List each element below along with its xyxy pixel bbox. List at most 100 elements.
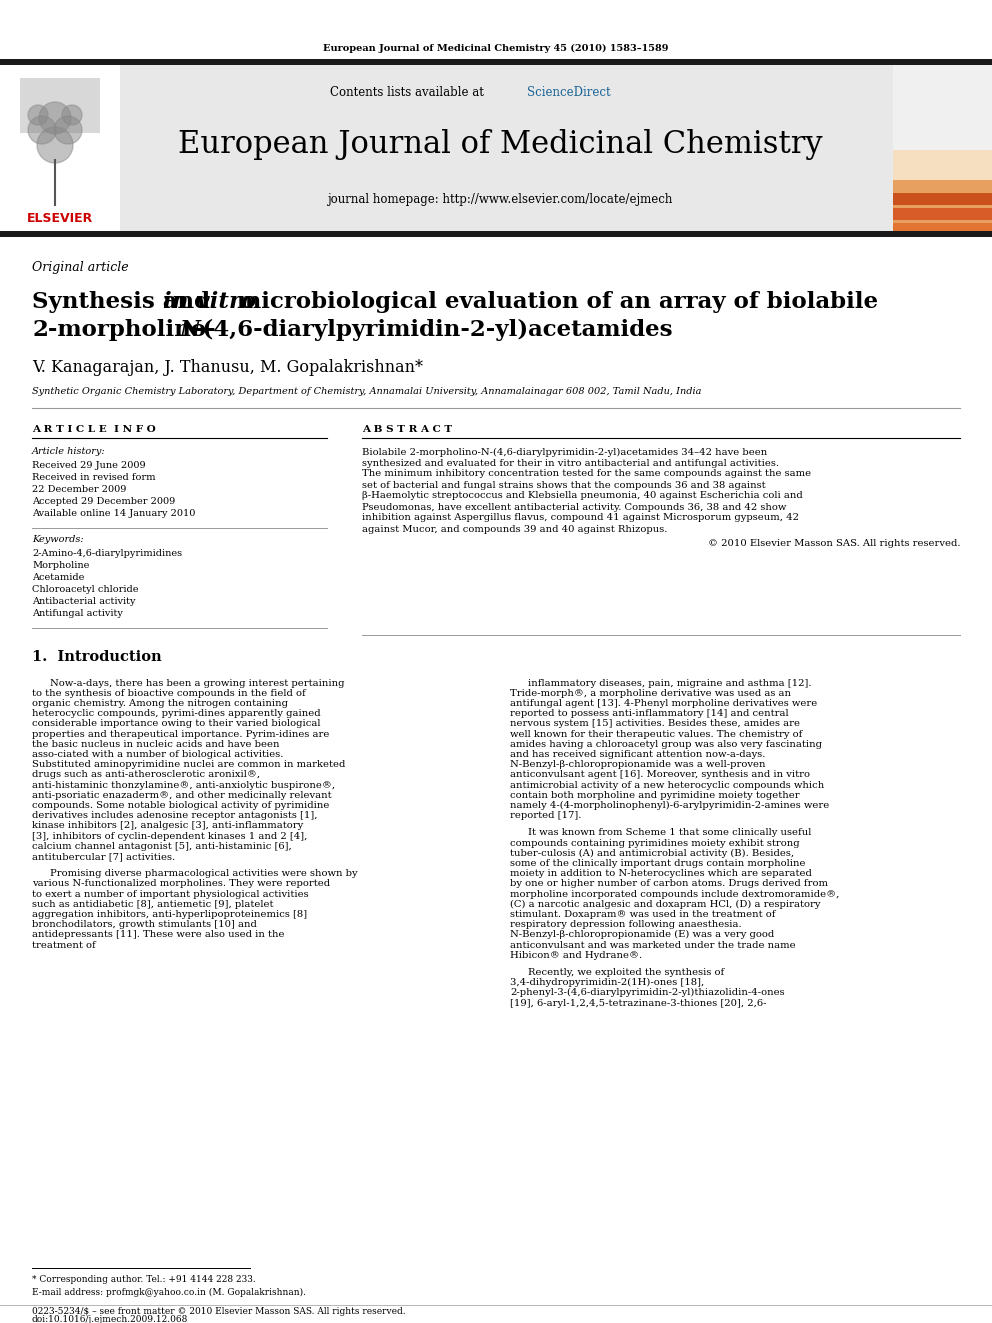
Bar [0,65,120,235]
Text: [19], 6-aryl-1,2,4,5-tetrazinane-3-thiones [20], 2,6-: [19], 6-aryl-1,2,4,5-tetrazinane-3-thion… [510,999,767,1008]
Text: E-mail address: profmgk@yahoo.co.in (M. Gopalakrishnan).: E-mail address: profmgk@yahoo.co.in (M. … [32,1287,306,1297]
Bar [893,208,992,220]
Text: Available online 14 January 2010: Available online 14 January 2010 [32,509,195,519]
Text: Received in revised form: Received in revised form [32,474,156,483]
Text: N-Benzyl-β-chloropropionamide was a well-proven: N-Benzyl-β-chloropropionamide was a well… [510,761,766,769]
Text: inflammatory diseases, pain, migraine and asthma [12].: inflammatory diseases, pain, migraine an… [528,679,811,688]
Text: antitubercular [7] activities.: antitubercular [7] activities. [32,852,176,861]
Text: © 2010 Elsevier Masson SAS. All rights reserved.: © 2010 Elsevier Masson SAS. All rights r… [707,540,960,549]
Text: European Journal of Medicinal Chemistry 45 (2010) 1583–1589: European Journal of Medicinal Chemistry … [323,44,669,53]
Text: 2-phenyl-3-(4,6-diarylpyrimidin-2-yl)thiazolidin-4-ones: 2-phenyl-3-(4,6-diarylpyrimidin-2-yl)thi… [510,988,785,998]
Text: anticonvulsant and was marketed under the trade name: anticonvulsant and was marketed under th… [510,941,796,950]
Text: Hibicon® and Hydrane®.: Hibicon® and Hydrane®. [510,951,642,959]
Circle shape [54,116,82,144]
Text: * Corresponding author. Tel.: +91 4144 228 233.: * Corresponding author. Tel.: +91 4144 2… [32,1275,256,1285]
Text: Now-a-days, there has been a growing interest pertaining: Now-a-days, there has been a growing int… [50,679,344,688]
Text: Received 29 June 2009: Received 29 June 2009 [32,462,146,471]
Text: reported to possess anti-inflammatory [14] and central: reported to possess anti-inflammatory [1… [510,709,789,718]
Bar [893,65,992,149]
Text: The minimum inhibitory concentration tested for the same compounds against the s: The minimum inhibitory concentration tes… [362,470,811,479]
Text: N-Benzyl-β-chloropropionamide (E) was a very good: N-Benzyl-β-chloropropionamide (E) was a … [510,930,774,939]
Text: anticonvulsant agent [16]. Moreover, synthesis and in vitro: anticonvulsant agent [16]. Moreover, syn… [510,770,810,779]
Text: 22 December 2009: 22 December 2009 [32,486,126,495]
Text: 2-morpholino-: 2-morpholino- [32,319,215,341]
Text: drugs such as anti-atherosclerotic aronixil®,: drugs such as anti-atherosclerotic aroni… [32,770,260,779]
Bar [893,224,992,235]
Text: Synthetic Organic Chemistry Laboratory, Department of Chemistry, Annamalai Unive: Synthetic Organic Chemistry Laboratory, … [32,388,701,397]
Text: antimicrobial activity of a new heterocyclic compounds which: antimicrobial activity of a new heterocy… [510,781,824,790]
Text: Substituted aminopyrimidine nuclei are common in marketed: Substituted aminopyrimidine nuclei are c… [32,761,345,769]
Text: A R T I C L E  I N F O: A R T I C L E I N F O [32,426,156,434]
Text: Pseudomonas, have excellent antibacterial activity. Compounds 36, 38 and 42 show: Pseudomonas, have excellent antibacteria… [362,503,787,512]
Text: set of bacterial and fungal strains shows that the compounds 36 and 38 against: set of bacterial and fungal strains show… [362,480,766,490]
Text: inhibition against Aspergillus flavus, compound 41 against Microsporum gypseum, : inhibition against Aspergillus flavus, c… [362,513,799,523]
Text: compounds containing pyrimidines moiety exhibit strong: compounds containing pyrimidines moiety … [510,839,800,848]
Text: considerable importance owing to their varied biological: considerable importance owing to their v… [32,720,320,728]
Text: anti-psoriatic enazaderm®, and other medicinally relevant: anti-psoriatic enazaderm®, and other med… [32,791,331,799]
Text: against Mucor, and compounds 39 and 40 against Rhizopus.: against Mucor, and compounds 39 and 40 a… [362,524,668,533]
Text: tuber-culosis (A) and antimicrobial activity (B). Besides,: tuber-culosis (A) and antimicrobial acti… [510,848,795,857]
Text: Morpholine: Morpholine [32,561,89,569]
Text: treatment of: treatment of [32,941,96,950]
Text: and has received significant attention now-a-days.: and has received significant attention n… [510,750,766,759]
Text: the basic nucleus in nucleic acids and have been: the basic nucleus in nucleic acids and h… [32,740,280,749]
Text: derivatives includes adenosine receptor antagonists [1],: derivatives includes adenosine receptor … [32,811,317,820]
Text: [3], inhibitors of cyclin-dependent kinases 1 and 2 [4],: [3], inhibitors of cyclin-dependent kina… [32,831,308,840]
Text: morpholine incorporated compounds include dextromoramide®,: morpholine incorporated compounds includ… [510,889,839,898]
Text: various N-functionalized morpholines. They were reported: various N-functionalized morpholines. Th… [32,880,330,888]
Bar [893,193,992,205]
Text: kinase inhibitors [2], analgesic [3], anti-inflammatory: kinase inhibitors [2], analgesic [3], an… [32,822,304,831]
Text: Synthesis and: Synthesis and [32,291,218,314]
Text: V. Kanagarajan, J. Thanusu, M. Gopalakrishnan*: V. Kanagarajan, J. Thanusu, M. Gopalakri… [32,360,423,377]
Text: reported [17].: reported [17]. [510,811,581,820]
Text: stimulant. Doxapram® was used in the treatment of: stimulant. Doxapram® was used in the tre… [510,910,776,919]
Text: It was known from Scheme 1 that some clinically useful: It was known from Scheme 1 that some cli… [528,828,811,837]
Text: Antibacterial activity: Antibacterial activity [32,597,136,606]
Text: antidepressants [11]. These were also used in the: antidepressants [11]. These were also us… [32,930,285,939]
Text: Biolabile 2-morpholino-N-(4,6-diarylpyrimidin-2-yl)acetamides 34–42 have been: Biolabile 2-morpholino-N-(4,6-diarylpyri… [362,447,767,456]
Text: nervous system [15] activities. Besides these, amides are: nervous system [15] activities. Besides … [510,720,800,728]
Text: heterocyclic compounds, pyrimi-dines apparently gained: heterocyclic compounds, pyrimi-dines app… [32,709,320,718]
Text: some of the clinically important drugs contain morpholine: some of the clinically important drugs c… [510,859,806,868]
Text: bronchodilators, growth stimulants [10] and: bronchodilators, growth stimulants [10] … [32,919,257,929]
Text: ELSEVIER: ELSEVIER [27,212,93,225]
Text: N: N [180,319,200,341]
Text: properties and therapeutical importance. Pyrim-idines are: properties and therapeutical importance.… [32,729,329,738]
Text: organic chemistry. Among the nitrogen containing: organic chemistry. Among the nitrogen co… [32,699,288,708]
Circle shape [28,116,56,144]
Bar [0,232,992,237]
Text: Antifungal activity: Antifungal activity [32,609,123,618]
Circle shape [39,102,71,134]
Text: amides having a chloroacetyl group was also very fascinating: amides having a chloroacetyl group was a… [510,740,822,749]
Text: respiratory depression following anaesthesia.: respiratory depression following anaesth… [510,919,742,929]
Text: -(4,6-diarylpyrimidin-2-yl)acetamides: -(4,6-diarylpyrimidin-2-yl)acetamides [194,319,674,341]
Text: 3,4-dihydropyrimidin-2(1H)-ones [18],: 3,4-dihydropyrimidin-2(1H)-ones [18], [510,978,704,987]
Text: such as antidiabetic [8], antiemetic [9], platelet: such as antidiabetic [8], antiemetic [9]… [32,900,274,909]
Text: synthesized and evaluated for their in vitro antibacterial and antifungal activi: synthesized and evaluated for their in v… [362,459,779,467]
Text: moiety in addition to N-heterocyclines which are separated: moiety in addition to N-heterocyclines w… [510,869,811,878]
Text: Accepted 29 December 2009: Accepted 29 December 2009 [32,497,176,507]
Bar [893,65,992,235]
Text: β-Haemolytic streptococcus and Klebsiella pneumonia, 40 against Escherichia coli: β-Haemolytic streptococcus and Klebsiell… [362,492,803,500]
Text: A B S T R A C T: A B S T R A C T [362,426,452,434]
Text: journal homepage: http://www.elsevier.com/locate/ejmech: journal homepage: http://www.elsevier.co… [327,193,673,206]
Text: Tride-morph®, a morpholine derivative was used as an: Tride-morph®, a morpholine derivative wa… [510,689,791,697]
Circle shape [62,105,82,124]
Text: Original article: Original article [32,262,129,274]
Text: 1.  Introduction: 1. Introduction [32,650,162,664]
Text: microbiological evaluation of an array of biolabile: microbiological evaluation of an array o… [229,291,878,314]
Bar [0,65,992,235]
Text: by one or higher number of carbon atoms. Drugs derived from: by one or higher number of carbon atoms.… [510,880,828,888]
Circle shape [37,127,73,163]
Circle shape [28,105,48,124]
Text: namely 4-(4-morpholinophenyl)-6-arylpyrimidin-2-amines were: namely 4-(4-morpholinophenyl)-6-arylpyri… [510,800,829,810]
Text: Contents lists available at: Contents lists available at [330,86,488,98]
Text: 2-Amino-4,6-diarylpyrimidines: 2-Amino-4,6-diarylpyrimidines [32,549,183,557]
Text: Acetamide: Acetamide [32,573,84,582]
Text: contain both morpholine and pyrimidine moiety together: contain both morpholine and pyrimidine m… [510,791,800,799]
Text: asso-ciated with a number of biological activities.: asso-ciated with a number of biological … [32,750,284,759]
Text: in vitro: in vitro [163,291,256,314]
Text: well known for their therapeutic values. The chemistry of: well known for their therapeutic values.… [510,729,803,738]
Text: 0223-5234/$ – see front matter © 2010 Elsevier Masson SAS. All rights reserved.: 0223-5234/$ – see front matter © 2010 El… [32,1307,406,1315]
Text: antifungal agent [13]. 4-Phenyl morpholine derivatives were: antifungal agent [13]. 4-Phenyl morpholi… [510,699,817,708]
